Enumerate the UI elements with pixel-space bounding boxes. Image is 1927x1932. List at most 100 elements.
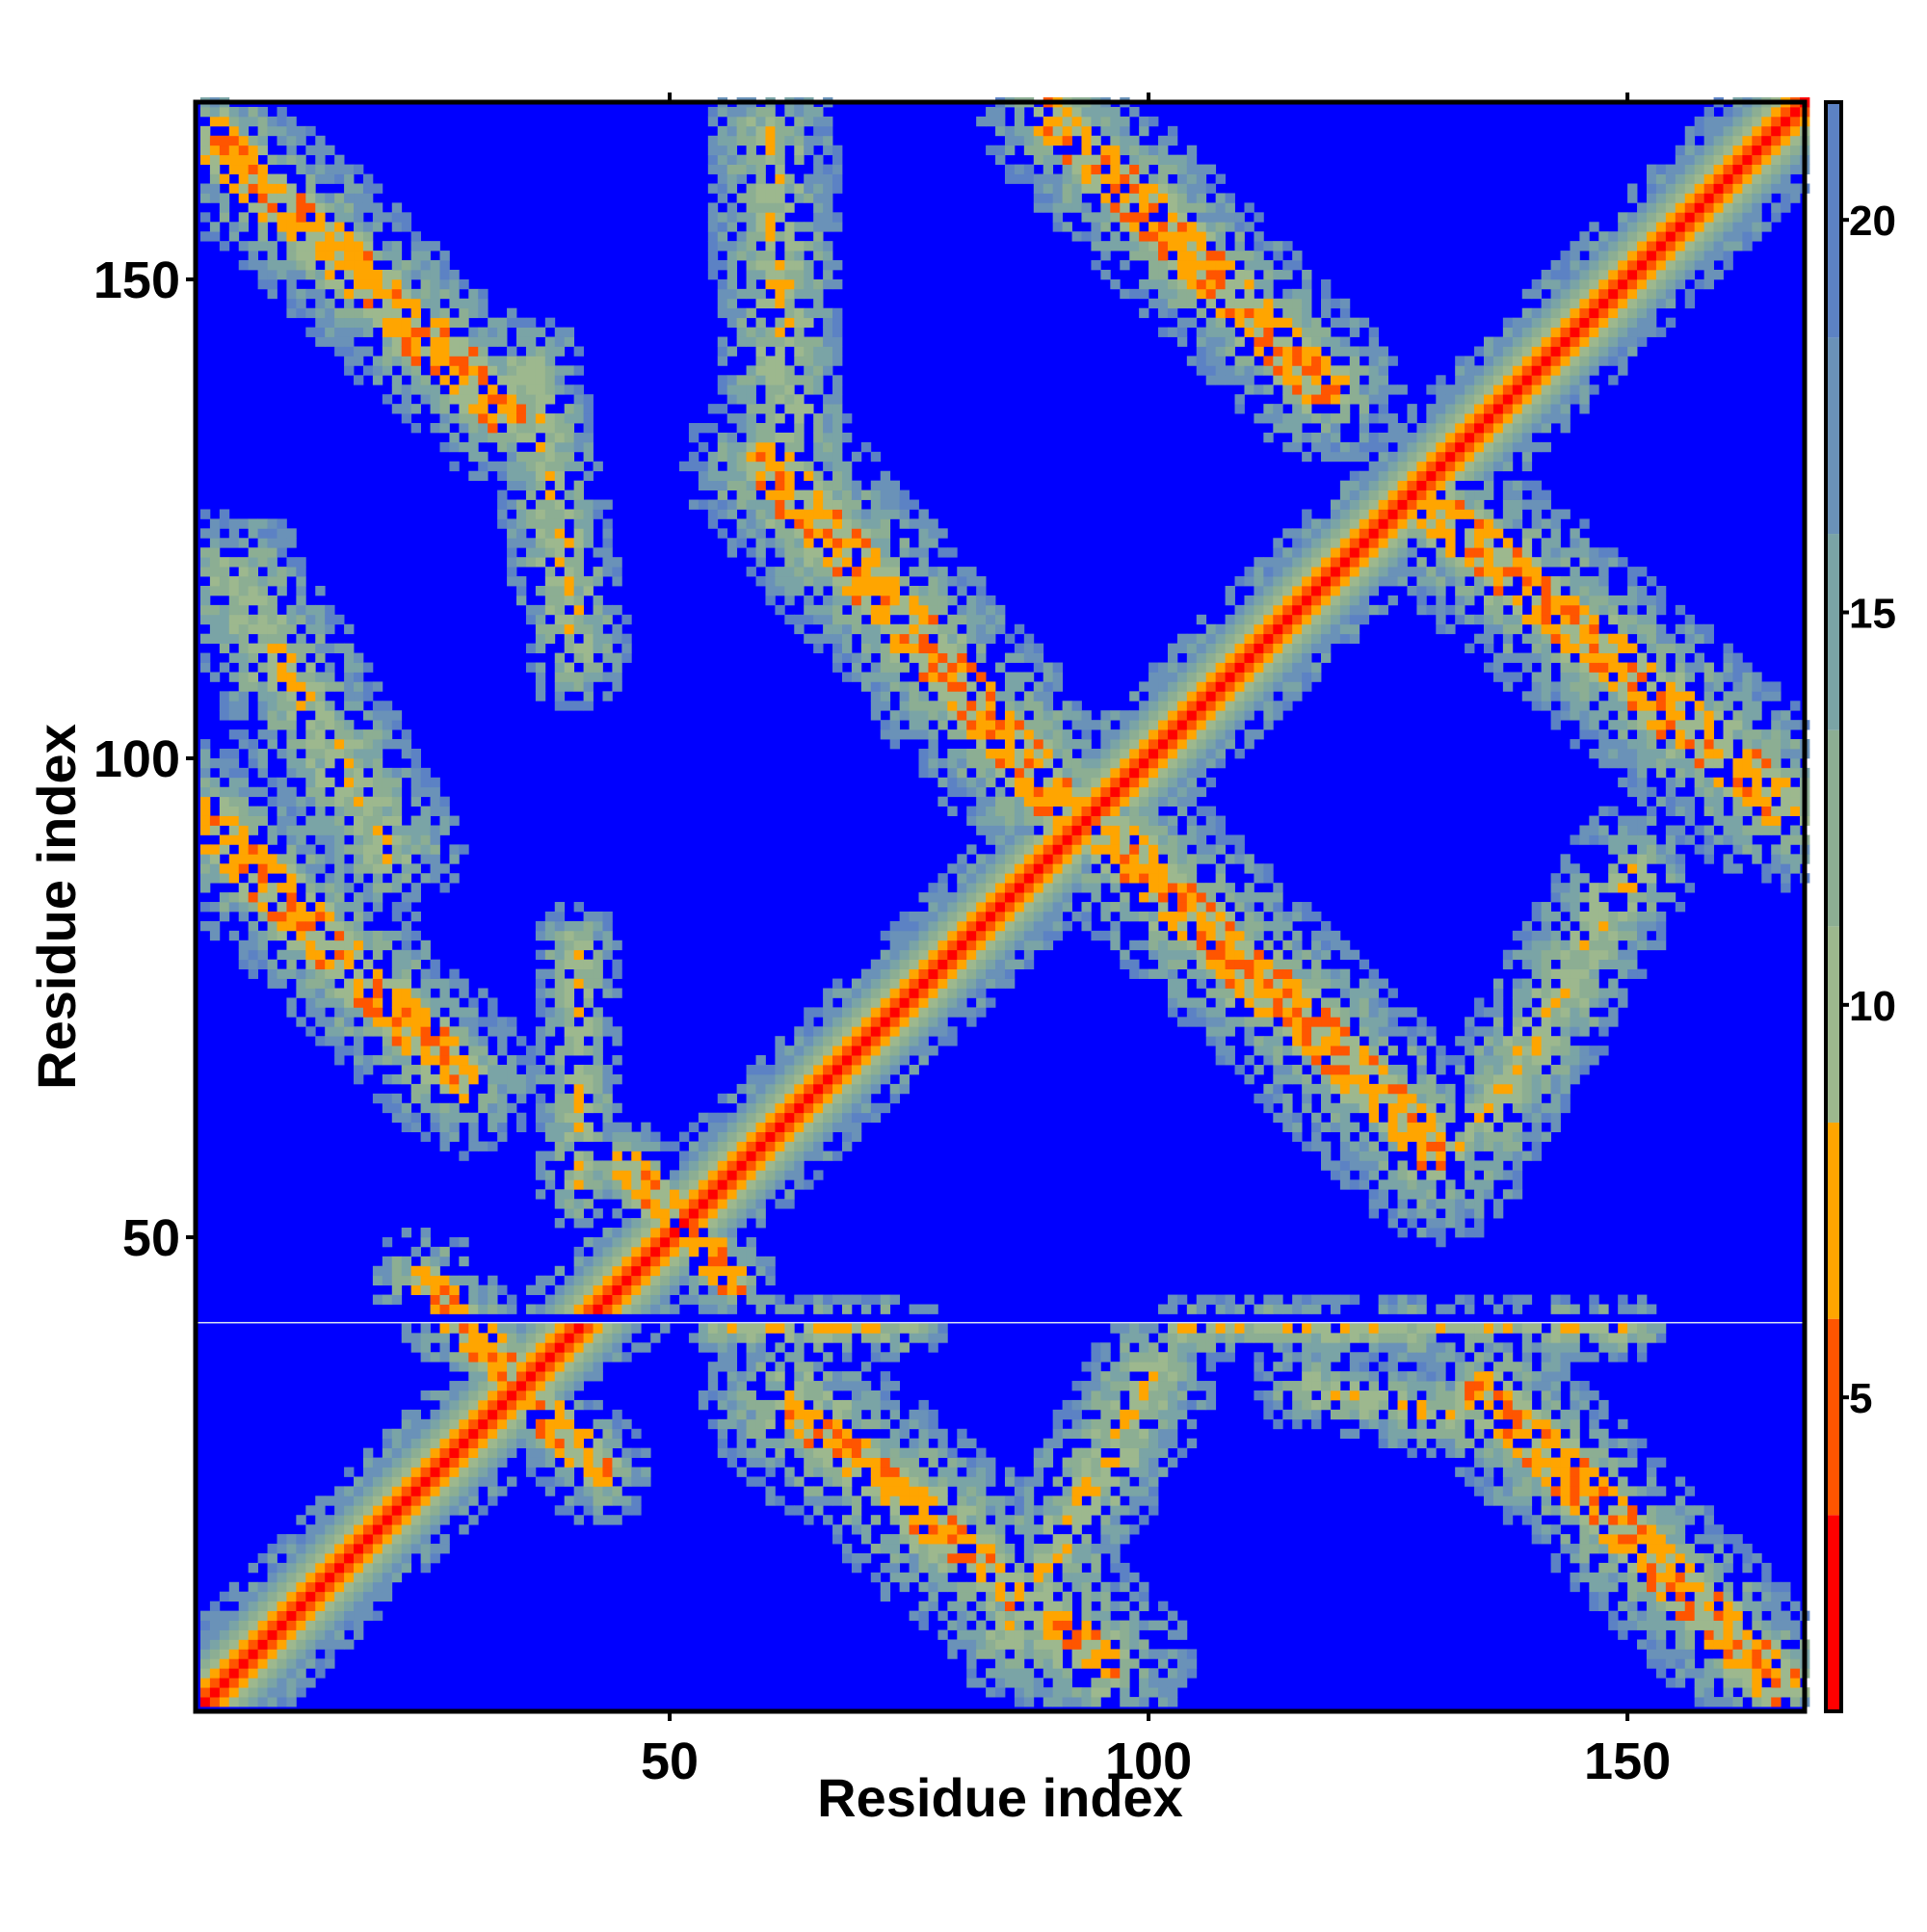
heatmap-cell: [707, 145, 719, 156]
heatmap-cell: [726, 1122, 738, 1132]
heatmap-cell: [832, 1102, 843, 1114]
heatmap-cell: [746, 394, 756, 405]
heatmap-cell: [209, 777, 221, 788]
heatmap-cell: [804, 317, 814, 328]
heatmap-cell: [909, 930, 919, 941]
heatmap-cell: [344, 269, 355, 280]
heatmap-cell: [449, 1418, 460, 1430]
heatmap-cell: [995, 796, 1006, 807]
heatmap-cell: [976, 1515, 987, 1525]
heatmap-cell: [362, 1476, 374, 1487]
heatmap-cell: [219, 1678, 230, 1688]
heatmap-cell: [286, 1007, 297, 1018]
heatmap-cell: [698, 1112, 709, 1124]
heatmap-cell: [277, 538, 287, 548]
heatmap-cell: [315, 796, 326, 807]
heatmap-cell: [238, 595, 250, 606]
heatmap-cell: [775, 1199, 785, 1209]
heatmap-cell: [410, 1284, 421, 1295]
heatmap-cell: [621, 1236, 632, 1248]
heatmap-cell: [228, 1620, 240, 1630]
heatmap-cell: [573, 1256, 584, 1267]
heatmap-cell: [775, 346, 785, 357]
heatmap-cell: [784, 538, 795, 548]
heatmap-cell: [957, 854, 967, 864]
heatmap-cell: [488, 1112, 498, 1124]
heatmap-cell: [507, 356, 517, 366]
heatmap-cell: [794, 1179, 805, 1190]
heatmap-cell: [525, 470, 537, 482]
heatmap-cell: [813, 1457, 824, 1468]
heatmap-cell: [248, 949, 259, 961]
heatmap-cell: [362, 251, 374, 261]
heatmap-cell: [410, 1026, 421, 1037]
heatmap-cell: [199, 547, 211, 558]
heatmap-cell: [583, 1371, 594, 1382]
heatmap-cell: [804, 356, 814, 366]
heatmap-cell: [736, 193, 747, 203]
heatmap-cell: [344, 1591, 355, 1602]
heatmap-cell: [804, 1486, 814, 1496]
heatmap-cell: [602, 1515, 613, 1525]
heatmap-cell: [525, 1428, 537, 1440]
heatmap-cell: [736, 1112, 747, 1124]
heatmap-cell: [947, 1515, 958, 1525]
heatmap-cell: [362, 825, 374, 835]
heatmap-cell: [325, 681, 335, 692]
heatmap-cell: [1004, 949, 1016, 961]
heatmap-cell: [755, 164, 766, 174]
heatmap-cell: [334, 968, 345, 979]
heatmap-cell: [823, 557, 833, 568]
heatmap-cell: [889, 633, 901, 645]
heatmap-cell: [554, 1083, 566, 1095]
heatmap-cell: [315, 681, 326, 692]
heatmap-cell: [928, 1515, 938, 1525]
heatmap-cell: [775, 1304, 785, 1314]
heatmap-cell: [257, 1649, 268, 1659]
heatmap-cell: [678, 1199, 690, 1209]
heatmap-cell: [372, 825, 383, 835]
heatmap-cell: [573, 1399, 584, 1411]
heatmap-cell: [593, 1352, 603, 1363]
heatmap-cell: [410, 1505, 421, 1516]
heatmap-cell: [889, 920, 901, 932]
heatmap-cell: [257, 269, 268, 280]
heatmap-cell: [860, 978, 872, 989]
heatmap-cell: [391, 1447, 403, 1458]
heatmap-cell: [966, 863, 977, 874]
heatmap-cell: [736, 251, 747, 261]
heatmap-cell: [928, 1495, 938, 1506]
heatmap-cell: [420, 968, 431, 979]
heatmap-cell: [362, 1552, 374, 1564]
heatmap-cell: [497, 1093, 508, 1104]
heatmap-cell: [707, 1246, 719, 1257]
heatmap-cell: [870, 662, 882, 673]
heatmap-cell: [583, 423, 594, 434]
heatmap-cell: [851, 499, 862, 510]
heatmap-cell: [439, 1486, 450, 1496]
heatmap-cell: [401, 978, 412, 989]
heatmap-cell: [650, 1131, 661, 1142]
heatmap-cell: [554, 1389, 566, 1401]
heatmap-cell: [746, 1362, 756, 1372]
heatmap-cell: [564, 1381, 575, 1391]
heatmap-cell: [362, 1544, 374, 1554]
heatmap-cell: [459, 1093, 469, 1104]
heatmap-cell: [325, 672, 335, 682]
heatmap-cell: [707, 1122, 719, 1132]
heatmap-cell: [755, 125, 766, 137]
heatmap-cell: [344, 1544, 355, 1554]
heatmap-cell: [986, 710, 996, 721]
heatmap-cell: [851, 1381, 862, 1391]
heatmap-cell: [439, 988, 450, 998]
heatmap-cell: [889, 1352, 901, 1363]
heatmap-cell: [841, 1428, 853, 1440]
heatmap-cell: [554, 1122, 566, 1132]
heatmap-cell: [909, 911, 919, 922]
heatmap-cell: [257, 786, 268, 798]
heatmap-cell: [602, 1352, 613, 1363]
heatmap-cell: [564, 1007, 575, 1018]
heatmap-cell: [344, 183, 355, 194]
heatmap-cell: [277, 672, 287, 682]
heatmap-cell: [804, 614, 814, 625]
